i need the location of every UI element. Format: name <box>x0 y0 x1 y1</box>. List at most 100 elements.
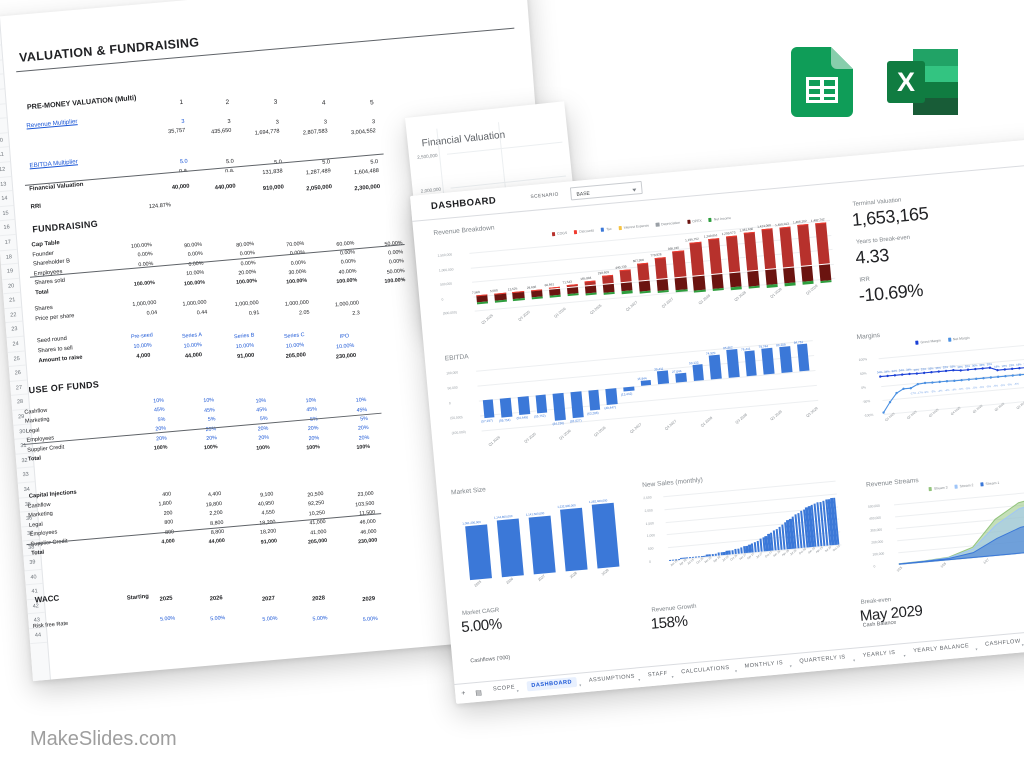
margin-label: -17% <box>909 391 917 396</box>
sheet-tab-scope[interactable]: SCOPE <box>492 684 516 693</box>
sheet1-title: VALUATION & FUNDRAISING <box>18 35 200 65</box>
ebitda-data-label: 79,744 <box>758 344 769 350</box>
uof-abs-label: Employees <box>29 529 58 538</box>
xtick: Q1 2026 <box>553 306 567 319</box>
kpi-value-terminal-valuation: 1,653,165 <box>851 203 930 230</box>
legend-label: Stream 3 <box>933 485 948 491</box>
tab-menu-caret[interactable]: ▾ <box>578 682 582 688</box>
bar-cogs <box>761 228 777 270</box>
amount-to-raise-value: 205,000 <box>285 352 307 360</box>
tab-menu-caret[interactable]: ▾ <box>734 668 738 674</box>
captable-value: 100.00% <box>183 279 206 287</box>
margin-label: -5% <box>972 386 978 390</box>
panel-ebitda: EBITDA 100,000 50,000 0 (50,000) (100,000) (5… <box>445 322 823 463</box>
ytick: (50,000) <box>450 415 463 421</box>
kpi-value-years-break-even: 4.33 <box>854 244 890 268</box>
ebitda-bar <box>657 370 670 385</box>
row-number: 17 <box>0 234 17 251</box>
ytick: 500 <box>647 546 654 552</box>
premoney-row-label[interactable]: EBITDA Multiplier <box>29 158 79 170</box>
gridline <box>470 234 832 269</box>
sheet-tab-staff[interactable]: STAFF <box>647 670 668 679</box>
margin-label: 30% <box>964 364 971 369</box>
premoney-multiple: 5.0 <box>370 159 379 166</box>
legend-item: Net Income <box>708 216 731 222</box>
sheet-tab-quarterly-is[interactable]: QUARTERLY IS <box>799 654 846 665</box>
shares-to-sell-label: Shares to sell <box>37 345 73 355</box>
new-sales-chart: 2,500 2,000 1,500 1,000 500 0 Jan 25 Apr 25 Jul … <box>643 476 846 589</box>
row-number: 40 <box>24 569 43 586</box>
uof-pct-value: 20% <box>257 425 269 433</box>
ebitda-bar <box>779 346 793 374</box>
tab-menu-caret[interactable]: ▾ <box>516 688 520 694</box>
tab-menu-caret[interactable]: ▾ <box>903 652 906 659</box>
all-sheets-icon[interactable]: ▤ <box>475 689 483 698</box>
tab-menu-caret[interactable]: ▾ <box>671 674 674 680</box>
scenario-dropdown[interactable]: BASE <box>569 180 643 201</box>
shares-to-sell-value: 10.00% <box>335 342 355 350</box>
add-sheet-icon[interactable]: + <box>461 690 466 698</box>
legend-label: Tax <box>606 226 612 232</box>
uof-pct-value: 100% <box>256 444 270 452</box>
xtick: Q3 2027 <box>664 419 678 432</box>
ebitda-bar <box>726 349 740 378</box>
xtick: Q1 2025 <box>488 435 502 448</box>
gridline <box>480 384 817 417</box>
uof-pct-value: 45% <box>256 406 268 414</box>
use-of-funds-block: Cashflow 10% 10% 10% 10% 10% Marketing 45% 45% 45… <box>4 0 525 557</box>
shares-to-sell-value: 10.00% <box>183 342 203 351</box>
row-number: 22 <box>4 307 23 324</box>
legend-item: Tax <box>600 226 612 232</box>
wacc-year: 2027 <box>261 595 276 603</box>
uof-abs-value: 20,500 <box>307 490 324 499</box>
uof-abs-label: Marketing <box>28 511 54 520</box>
sheet-tab-dashboard[interactable]: DASHBOARD <box>525 676 578 692</box>
margin-label: -4% <box>937 389 943 393</box>
dashboard-sheet[interactable]: DASHBOARD SCENARIO BASE Revenue Breakdow… <box>410 137 1024 704</box>
sheet-tab-calculations[interactable]: CALCULATIONS <box>681 664 730 676</box>
sheet-tab-assumptions[interactable]: ASSUMPTIONS <box>588 673 636 684</box>
sheet-tab-monthly-is[interactable]: MONTHLY IS <box>744 660 784 670</box>
tab-menu-caret[interactable]: ▾ <box>975 646 978 652</box>
chevron-down-icon <box>632 188 637 192</box>
financial-valuation-value: 2,050,000 <box>306 184 333 193</box>
row-number: 13 <box>0 176 13 193</box>
financial-valuation-title: Financial Valuation <box>421 129 506 150</box>
ytick: 0 <box>648 559 652 564</box>
tab-menu-caret[interactable]: ▾ <box>852 657 856 663</box>
price-value: 2.3 <box>352 309 360 317</box>
premoney-row-label[interactable]: Revenue Multiplier <box>26 118 78 130</box>
margin-label: 19% <box>994 364 1000 369</box>
margin-label: -3% <box>930 390 936 394</box>
premoney-multiple: 5.0 <box>179 158 188 166</box>
captable-value: 100.00% <box>133 279 156 288</box>
rri-value: 124.87% <box>148 202 172 211</box>
premoney-value: 1,604,488 <box>353 168 380 177</box>
uof-pct-value: 45% <box>203 406 215 414</box>
xtick: Q1 2028 <box>697 293 711 306</box>
ebitda-bar <box>499 397 513 418</box>
captable-value: 0.00% <box>290 259 306 267</box>
bar-opex <box>710 273 724 289</box>
fv-ytick: 2,500,000 <box>416 152 438 160</box>
tab-menu-caret[interactable]: ▾ <box>789 663 792 669</box>
bar-net-income <box>639 290 652 294</box>
captable-row-label: Founder <box>32 250 55 259</box>
legend-swatch <box>551 232 556 236</box>
xtick: Q3 2027 <box>661 296 675 309</box>
premoney-value: 1,287,489 <box>305 168 331 177</box>
gridline <box>478 369 816 402</box>
revenue-breakdown-chart: 1,500,000 1,000,000 500,000 0 (500,000) 7,569… <box>435 216 842 342</box>
rri-label: RRI <box>30 203 42 211</box>
uof-pct-value: 5% <box>157 416 166 424</box>
sheet-tab-yearly-balance[interactable]: YEARLY BALANCE <box>912 643 970 655</box>
fundraising-heading: FUNDRAISING <box>31 218 99 235</box>
sheet-tab-cashflow[interactable]: CASHFLOW <box>984 638 1021 648</box>
tab-menu-caret[interactable]: ▾ <box>638 677 641 683</box>
panel-revenue-breakdown: Revenue Breakdown COGS Discounts Tax Intere… <box>433 194 842 342</box>
legend-label: Discounts <box>579 228 595 234</box>
uof-abs-label: Total <box>31 549 45 557</box>
gridline <box>481 399 819 432</box>
sheet-tab-yearly-is[interactable]: YEARLY IS <box>862 649 896 659</box>
